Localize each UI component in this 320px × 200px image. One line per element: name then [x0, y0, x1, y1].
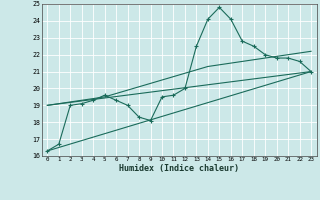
X-axis label: Humidex (Indice chaleur): Humidex (Indice chaleur) — [119, 164, 239, 173]
